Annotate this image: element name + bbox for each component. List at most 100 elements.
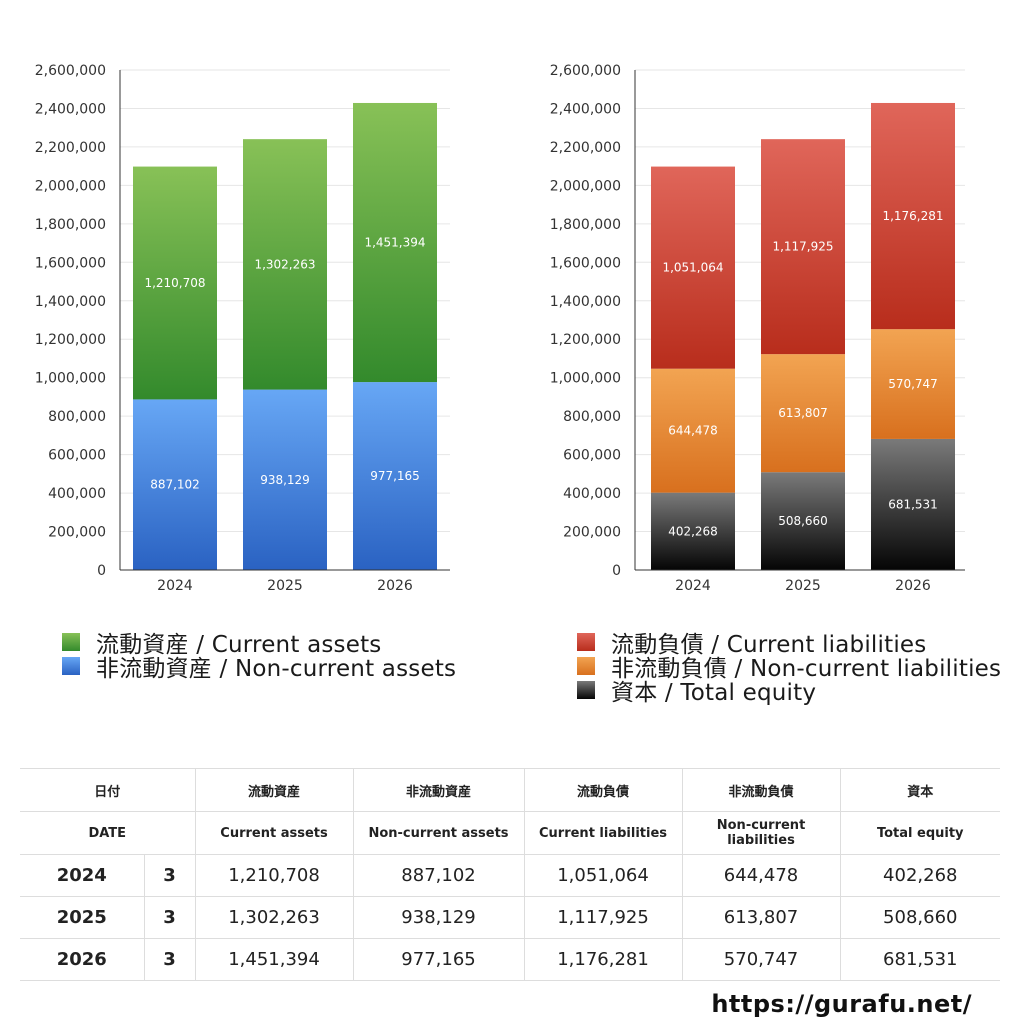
y-tick-label: 1,800,000 — [35, 217, 106, 233]
y-tick-label: 2,400,000 — [550, 101, 621, 117]
bar-segment — [133, 166, 217, 400]
table-header-cell: 非流動負債 — [681, 768, 841, 812]
bar-segment — [243, 389, 327, 570]
bar-segment — [353, 382, 437, 570]
table-count-cell: 3 — [143, 854, 196, 897]
table-cell: 1,210,708 — [194, 854, 354, 897]
legend-liabilities-equity: 流動負債 / Current liabilities 非流動負債 / Non-c… — [577, 630, 1001, 706]
table-cell: 644,478 — [681, 854, 841, 897]
bar-segment — [761, 354, 845, 473]
bar-segment — [871, 438, 955, 570]
y-tick-label: 1,000,000 — [35, 371, 106, 387]
y-tick-label: 400,000 — [48, 486, 106, 502]
bar-segment — [871, 102, 955, 330]
table-header-cell: 流動資産 — [194, 768, 354, 812]
table-year-cell: 2025 — [20, 896, 144, 939]
y-tick-label: 600,000 — [48, 448, 106, 464]
y-tick-label: 1,400,000 — [550, 294, 621, 310]
table-header-row-jp: 日付 流動資産 非流動資産 流動負債 非流動負債 資本 — [20, 768, 1001, 812]
data-label: 613,807 — [778, 406, 828, 420]
data-label: 1,302,263 — [254, 257, 315, 271]
y-tick-label: 1,200,000 — [550, 332, 621, 348]
table-header-cell: 資本 — [839, 768, 1001, 812]
table-cell: 1,117,925 — [523, 896, 683, 939]
data-label: 1,117,925 — [772, 240, 833, 254]
y-tick-label: 400,000 — [563, 486, 621, 502]
table-cell: 1,051,064 — [523, 854, 683, 897]
table-header-cell: Current assets — [194, 811, 354, 855]
table-cell: 938,129 — [352, 896, 525, 939]
table-header-cell: Non-current assets — [352, 811, 525, 855]
data-label: 1,210,708 — [144, 276, 205, 290]
y-tick-label: 2,000,000 — [550, 178, 621, 194]
table-cell: 887,102 — [352, 854, 525, 897]
assets-chart: 0 200,000 400,000 600,000 800,000 1,000,000 1,… — [35, 63, 450, 594]
table-cell: 508,660 — [839, 896, 1001, 939]
y-tick-label: 2,400,000 — [35, 101, 106, 117]
x-tick-label: 2026 — [895, 578, 931, 594]
y-tick-label: 1,600,000 — [35, 255, 106, 271]
x-tick-label: 2026 — [377, 578, 413, 594]
table-cell: 681,531 — [839, 938, 1001, 981]
table-header-cell: Total equity — [839, 811, 1001, 855]
table-header-cell: Non-current liabilities — [681, 811, 841, 855]
data-label: 1,176,281 — [882, 209, 943, 223]
charts-canvas: 0 200,000 400,000 600,000 800,000 1,000,000 1,… — [35, 63, 965, 594]
legend-swatch-total-equity — [577, 681, 595, 699]
y-tick-label: 1,800,000 — [550, 217, 621, 233]
table-header-cell: 非流動資産 — [352, 768, 525, 812]
data-label: 402,268 — [668, 524, 718, 538]
data-label: 570,747 — [888, 377, 938, 391]
bar-segment — [871, 329, 955, 439]
table-cell: 402,268 — [839, 854, 1001, 897]
data-label: 887,102 — [150, 478, 200, 492]
y-tick-label: 0 — [612, 563, 621, 579]
table-year-cell: 2026 — [20, 938, 144, 981]
legend-assets: 流動資産 / Current assets 非流動資産 / Non-curren… — [62, 630, 456, 682]
table-row: 2026 3 1,451,394 977,165 1,176,281 570,7… — [20, 938, 1001, 981]
x-tick-label: 2024 — [157, 578, 193, 594]
table-cell: 1,451,394 — [194, 938, 354, 981]
source-url[interactable]: https://gurafu.net/ — [711, 990, 972, 1018]
legend-item-non-current-liabilities: 非流動負債 / Non-current liabilities — [577, 654, 1001, 682]
y-tick-label: 2,200,000 — [550, 140, 621, 156]
legend-item-non-current-assets: 非流動資産 / Non-current assets — [62, 654, 456, 682]
bar-segment — [761, 472, 845, 570]
bar-segment — [761, 139, 845, 355]
y-tick-label: 2,600,000 — [35, 63, 106, 79]
bar-segment — [651, 166, 735, 369]
y-tick-label: 2,000,000 — [35, 178, 106, 194]
y-tick-label: 200,000 — [48, 525, 106, 541]
y-tick-label: 1,000,000 — [550, 371, 621, 387]
data-label: 644,478 — [668, 424, 718, 438]
table-row: 2024 3 1,210,708 887,102 1,051,064 644,4… — [20, 854, 1001, 897]
y-tick-label: 2,200,000 — [35, 140, 106, 156]
table-header-cell: DATE — [20, 811, 196, 855]
data-label: 1,451,394 — [364, 236, 425, 250]
x-tick-label: 2024 — [675, 578, 711, 594]
y-tick-label: 1,600,000 — [550, 255, 621, 271]
bar-segment — [133, 399, 217, 570]
bar-segment — [243, 139, 327, 390]
legend-label: 非流動負債 / Non-current liabilities — [611, 656, 1002, 682]
y-tick-label: 1,200,000 — [35, 332, 106, 348]
legend-swatch-current-liabilities — [577, 633, 595, 651]
y-tick-label: 1,400,000 — [35, 294, 106, 310]
legend-label: 流動資産 / Current assets — [96, 632, 382, 658]
table-year-cell: 2024 — [20, 854, 144, 897]
table-cell: 977,165 — [352, 938, 525, 981]
table-cell: 1,176,281 — [523, 938, 683, 981]
legend-label: 非流動資産 / Non-current assets — [96, 656, 457, 682]
legend-label: 流動負債 / Current liabilities — [611, 632, 927, 658]
legend-label: 資本 / Total equity — [611, 680, 817, 706]
y-tick-label: 2,600,000 — [550, 63, 621, 79]
data-label: 681,531 — [888, 497, 938, 511]
legend-swatch-non-current-assets — [62, 657, 80, 675]
table-count-cell: 3 — [143, 938, 196, 981]
table-header-cell: 流動負債 — [523, 768, 683, 812]
y-tick-label: 600,000 — [563, 448, 621, 464]
legend-item-current-assets: 流動資産 / Current assets — [62, 630, 456, 658]
data-label: 508,660 — [778, 514, 828, 528]
bar-segment — [651, 492, 735, 570]
y-tick-label: 800,000 — [563, 409, 621, 425]
